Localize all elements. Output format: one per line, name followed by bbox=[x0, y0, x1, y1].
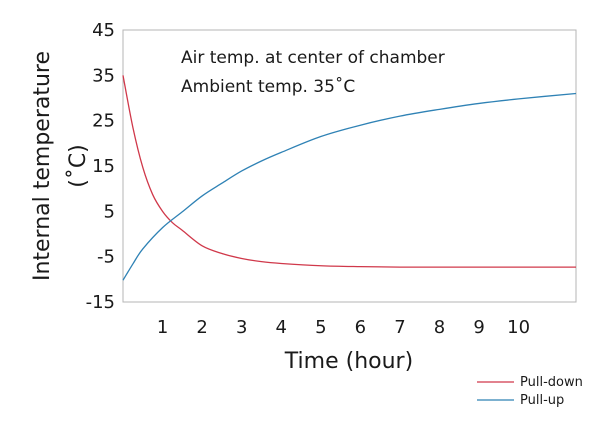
y-tick-label: 5 bbox=[104, 201, 115, 222]
y-axis-unit: (˚C) bbox=[66, 144, 91, 188]
y-tick-label: 35 bbox=[92, 65, 115, 86]
legend-label-pull-up: Pull-up bbox=[520, 393, 564, 408]
series-lines bbox=[122, 75, 577, 281]
y-axis-unit-group: (˚C) bbox=[66, 144, 91, 188]
x-tick-label: 1 bbox=[157, 317, 168, 338]
annotation-ambient: Ambient temp. 35˚C bbox=[181, 76, 355, 97]
y-tick-label: 45 bbox=[92, 20, 115, 41]
series-line-pull-up bbox=[122, 92, 577, 281]
legend-label-pull-down: Pull-down bbox=[520, 375, 583, 390]
x-tick-labels: 1 2 3 4 5 6 7 8 9 10 bbox=[157, 317, 530, 338]
y-axis-title: Internal temperature bbox=[30, 51, 55, 281]
x-tick-label: 2 bbox=[196, 317, 207, 338]
x-tick-label: 9 bbox=[473, 317, 484, 338]
y-axis-title-group: Internal temperature bbox=[30, 51, 55, 281]
x-tick-label: 5 bbox=[315, 317, 326, 338]
x-tick-label: 8 bbox=[434, 317, 445, 338]
plot-frame bbox=[122, 29, 577, 303]
x-tick-label: 7 bbox=[394, 317, 405, 338]
series-line-pull-down bbox=[122, 75, 576, 268]
x-tick-label: 10 bbox=[507, 317, 530, 338]
x-tick-label: 6 bbox=[355, 317, 366, 338]
x-tick-label: 4 bbox=[276, 317, 287, 338]
y-tick-labels: -15 -5 5 15 25 35 45 bbox=[86, 20, 115, 313]
y-tick-label: -15 bbox=[86, 292, 115, 313]
legend: Pull-down Pull-up bbox=[477, 375, 583, 408]
y-tick-label: 25 bbox=[92, 111, 115, 132]
y-tick-label: 15 bbox=[92, 156, 115, 177]
y-tick-label: -5 bbox=[97, 247, 115, 268]
annotation-measurement: Air temp. at center of chamber bbox=[181, 48, 445, 68]
x-axis-title: Time (hour) bbox=[284, 349, 413, 374]
x-tick-label: 3 bbox=[236, 317, 247, 338]
